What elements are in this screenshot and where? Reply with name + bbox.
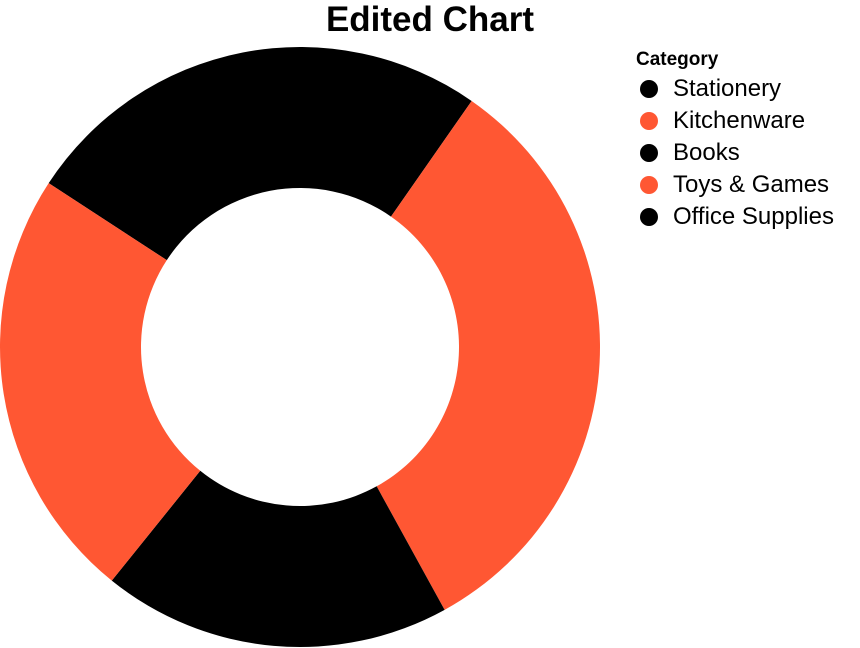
legend-swatch xyxy=(640,112,658,130)
legend-item-stationery[interactable]: Stationery xyxy=(636,73,860,105)
slice-books[interactable] xyxy=(111,470,445,647)
slice-stationery[interactable] xyxy=(48,47,472,261)
legend-item-kitchenware[interactable]: Kitchenware xyxy=(636,105,860,137)
legend-item-toys-games[interactable]: Toys & Games xyxy=(636,169,860,201)
legend-label: Office Supplies xyxy=(673,203,834,230)
slice-toys-games[interactable] xyxy=(0,183,201,581)
legend-title: Category xyxy=(636,49,719,70)
legend-items: Stationery Kitchenware Books Toys & Games Of… xyxy=(636,73,860,233)
legend-label: Kitchenware xyxy=(673,107,806,134)
slice-kitchenware[interactable] xyxy=(376,100,600,610)
donut-slices xyxy=(0,47,600,647)
legend-swatch xyxy=(640,144,658,162)
legend-item-office-supplies[interactable]: Office Supplies xyxy=(636,201,860,233)
legend-label: Books xyxy=(673,139,740,166)
legend-swatch xyxy=(640,80,658,98)
legend-swatch xyxy=(640,176,658,194)
legend-item-books[interactable]: Books xyxy=(636,137,860,169)
legend-swatch xyxy=(640,208,658,226)
legend-label: Toys & Games xyxy=(673,171,830,198)
chart-title: Edited Chart xyxy=(325,0,535,39)
legend: Category Stationery Kitchenware Books Toys … xyxy=(636,47,860,233)
legend-label: Stationery xyxy=(673,75,782,102)
